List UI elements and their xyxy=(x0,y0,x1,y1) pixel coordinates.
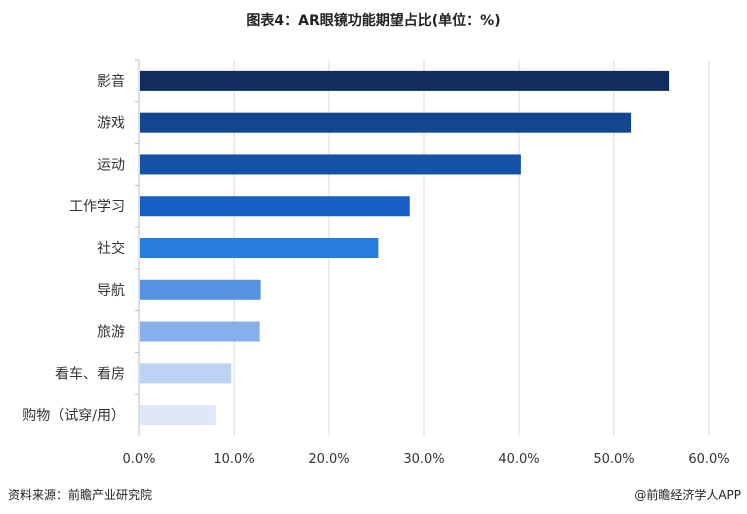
category-label: 运动 xyxy=(97,157,125,173)
bar xyxy=(140,238,379,258)
x-tick-label: 10.0% xyxy=(213,452,254,467)
x-tick-label: 50.0% xyxy=(593,452,634,467)
x-tick-label: 60.0% xyxy=(688,452,729,467)
category-label: 旅游 xyxy=(97,325,125,341)
category-label: 导航 xyxy=(97,283,125,299)
bar xyxy=(140,154,521,175)
x-tick-label: 40.0% xyxy=(498,452,539,467)
bar xyxy=(140,70,670,91)
credit-note: @前瞻经济学人APP xyxy=(634,488,741,502)
x-tick-label: 30.0% xyxy=(403,452,444,467)
category-label: 看车、看房 xyxy=(55,365,125,382)
bar xyxy=(140,196,410,217)
category-label: 影音 xyxy=(97,73,125,90)
category-label: 工作学习 xyxy=(69,199,125,215)
chart-title: 图表4：AR眼镜功能期望占比(单位：%) xyxy=(246,13,501,29)
source-note: 资料来源：前瞻产业研究院 xyxy=(8,488,153,502)
category-label: 购物（试穿/用） xyxy=(22,408,125,424)
bar xyxy=(140,112,632,133)
bar xyxy=(140,279,261,300)
bar xyxy=(140,405,216,426)
bar xyxy=(140,321,260,342)
category-label: 游戏 xyxy=(97,116,125,132)
x-tick-label: 20.0% xyxy=(308,452,349,467)
bar xyxy=(140,363,232,384)
category-label: 社交 xyxy=(97,240,125,257)
x-tick-label: 0.0% xyxy=(122,452,155,467)
